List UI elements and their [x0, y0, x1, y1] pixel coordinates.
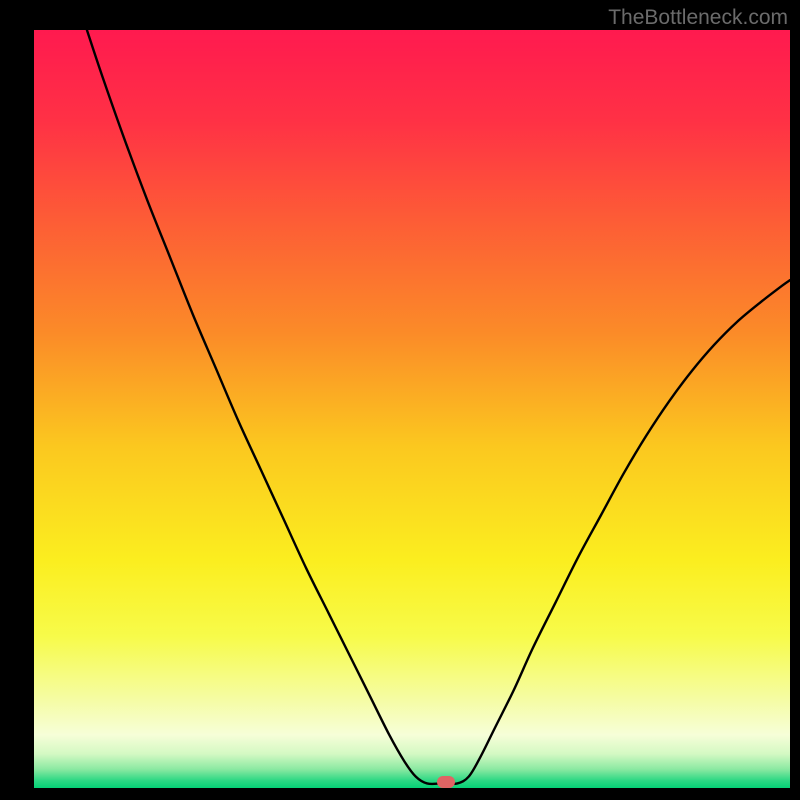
watermark-text: TheBottleneck.com — [608, 6, 788, 30]
bottleneck-curve — [87, 30, 790, 784]
chart-frame: TheBottleneck.com — [0, 0, 800, 800]
plot-area — [34, 30, 790, 788]
optimum-marker — [437, 776, 455, 788]
plot-svg — [34, 30, 790, 788]
gradient-background — [34, 30, 790, 788]
